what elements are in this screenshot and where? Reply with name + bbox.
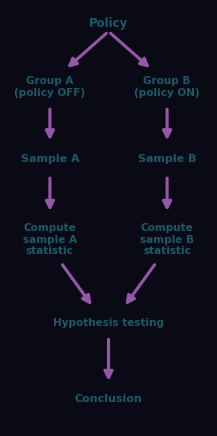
- Text: Conclusion: Conclusion: [75, 394, 142, 404]
- Text: Group A
(policy OFF): Group A (policy OFF): [14, 76, 85, 98]
- Text: Sample A: Sample A: [21, 154, 79, 164]
- Text: Hypothesis testing: Hypothesis testing: [53, 318, 164, 327]
- Text: Compute
sample A
statistic: Compute sample A statistic: [23, 223, 77, 256]
- Text: Sample B: Sample B: [138, 154, 196, 164]
- Text: Policy: Policy: [89, 17, 128, 31]
- Text: Compute
sample B
statistic: Compute sample B statistic: [140, 223, 194, 256]
- Text: Group B
(policy ON): Group B (policy ON): [134, 76, 200, 98]
